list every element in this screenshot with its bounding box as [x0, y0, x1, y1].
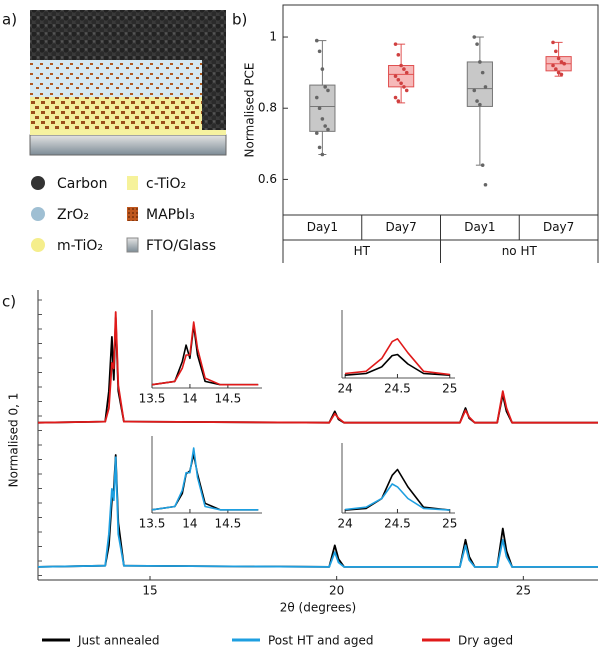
- category-label: Day7: [385, 220, 416, 234]
- data-point: [556, 70, 561, 75]
- legend-label: c-TiO₂: [146, 176, 186, 192]
- data-point: [556, 56, 561, 61]
- data-point: [396, 53, 401, 57]
- x-tick-label: 13.5: [139, 392, 166, 406]
- legend-label: FTO/Glass: [146, 238, 216, 254]
- data-point: [551, 40, 555, 45]
- x-tick-label: 13.5: [139, 517, 166, 531]
- device-schematic: [29, 10, 227, 156]
- legend-label: Carbon: [57, 176, 107, 192]
- data-point: [480, 163, 485, 167]
- spectrum-line: [345, 353, 450, 376]
- y-axis-label: Normalised PCE: [243, 62, 257, 157]
- x-tick-label: 24.5: [384, 382, 411, 396]
- legend-label: Post HT and aged: [268, 634, 373, 648]
- data-point: [396, 99, 401, 103]
- category-label: Day7: [543, 220, 574, 234]
- y-tick-label: 0.8: [258, 101, 277, 115]
- panel-label: b): [232, 11, 247, 29]
- data-point: [478, 60, 482, 64]
- data-point: [320, 67, 325, 71]
- x-tick-label: 25: [442, 517, 457, 531]
- spectrum-line: [151, 447, 259, 511]
- data-point: [402, 67, 406, 71]
- y-tick-label: 1: [269, 30, 277, 44]
- data-point: [551, 63, 555, 68]
- x-tick-label: 14.5: [215, 517, 242, 531]
- legend-label: MAPbI₃: [146, 207, 195, 223]
- data-point: [317, 145, 322, 150]
- data-point: [478, 102, 482, 107]
- x-tick-label: 14: [182, 392, 197, 406]
- legend-label: m-TiO₂: [57, 238, 103, 254]
- data-point: [483, 85, 488, 89]
- data-point: [472, 35, 477, 39]
- data-point: [559, 72, 564, 77]
- data-point: [317, 106, 322, 111]
- group-label: no HT: [502, 244, 538, 258]
- x-tick-label: 15: [142, 584, 157, 598]
- data-point: [404, 70, 409, 75]
- spectrum-line: [37, 311, 598, 424]
- x-axis-label: 2θ (degrees): [280, 601, 356, 615]
- x-tick-label: 25: [516, 584, 531, 598]
- data-point: [559, 60, 564, 64]
- data-point: [396, 77, 401, 82]
- data-point: [562, 61, 567, 66]
- x-tick-label: 24: [337, 517, 352, 531]
- spectrum-line: [345, 483, 450, 511]
- x-tick-label: 24.5: [384, 517, 411, 531]
- data-point: [326, 88, 330, 93]
- spectrum-line: [345, 338, 450, 376]
- data-point: [393, 95, 398, 100]
- data-point: [480, 70, 485, 75]
- spectrum-line: [151, 321, 259, 386]
- category-label: Day1: [307, 220, 338, 234]
- y-axis-label: Normalised 0, 1: [7, 393, 21, 488]
- data-point: [320, 152, 325, 157]
- legend-label: Just annealed: [77, 634, 160, 648]
- data-point: [323, 85, 327, 89]
- schematic-legend: Carbon c-TiO₂ ZrO₂ MAPbI₃ m-TiO₂ FTO/Gla…: [31, 176, 216, 254]
- data-point: [393, 42, 398, 46]
- data-point: [326, 127, 330, 132]
- x-tick-label: 25: [442, 382, 457, 396]
- category-label: Day1: [464, 220, 495, 234]
- data-point: [399, 63, 403, 68]
- y-tick-label: 0.6: [258, 172, 277, 186]
- data-point: [314, 131, 319, 135]
- data-point: [554, 49, 558, 54]
- data-point: [393, 74, 398, 78]
- data-point: [475, 42, 479, 46]
- data-point: [472, 88, 477, 93]
- data-point: [402, 85, 406, 89]
- x-tick-label: 14: [182, 517, 197, 531]
- data-point: [399, 81, 403, 86]
- data-point: [323, 124, 327, 128]
- data-point: [314, 38, 319, 43]
- x-tick-label: 14.5: [215, 392, 242, 406]
- legend-label: Dry aged: [458, 634, 513, 648]
- legend-label: ZrO₂: [57, 207, 89, 223]
- panel-label: a): [2, 11, 17, 29]
- data-point: [475, 99, 479, 103]
- panel-label: c): [2, 293, 16, 311]
- x-tick-label: 20: [329, 584, 344, 598]
- spectrum-line: [345, 468, 450, 511]
- spectrum-line: [151, 453, 259, 511]
- group-label: HT: [354, 244, 371, 258]
- data-point: [404, 88, 409, 93]
- data-point: [554, 67, 558, 71]
- data-point: [320, 117, 325, 121]
- x-tick-label: 24: [337, 382, 352, 396]
- data-point: [314, 95, 319, 100]
- data-point: [483, 182, 488, 187]
- box: [466, 61, 493, 107]
- box: [309, 84, 336, 132]
- spectrum-line: [37, 456, 598, 568]
- data-point: [317, 49, 322, 54]
